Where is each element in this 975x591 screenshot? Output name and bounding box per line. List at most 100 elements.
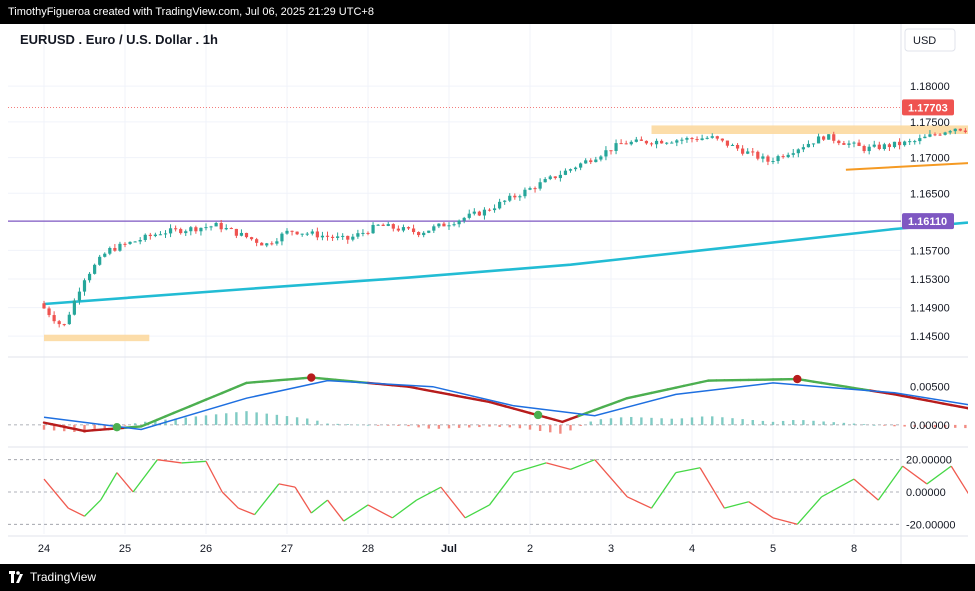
currency-button[interactable]: [904, 28, 956, 52]
candle-body: [143, 234, 147, 241]
candle-body: [234, 228, 238, 236]
macd-line-segment: [836, 384, 848, 388]
candle-body: [842, 143, 846, 145]
candle-body: [609, 150, 613, 152]
candle-body: [270, 243, 274, 245]
macd-histogram-bar: [619, 417, 623, 425]
candle-body: [179, 229, 183, 234]
macd-line-segment: [334, 378, 345, 382]
candle-body: [447, 225, 451, 227]
macd-line-segment: [277, 378, 289, 382]
oscillator-line-segment: [116, 472, 134, 493]
candle-body: [47, 308, 51, 316]
oscillator-line-segment: [594, 459, 628, 498]
candle-body: [209, 226, 213, 228]
oscillator-line-segment: [416, 486, 442, 501]
candle-body: [275, 241, 279, 244]
macd-histogram-bar: [933, 424, 937, 428]
trendline[interactable]: [845, 143, 975, 171]
candle-body: [963, 130, 967, 132]
oscillator-line-segment: [100, 472, 118, 501]
candle-body: [806, 143, 811, 148]
macd-line-segment: [139, 421, 151, 428]
macd-histogram-bar: [812, 420, 815, 425]
macd-line-segment: [828, 382, 839, 387]
price-axis[interactable]: 1.18000 1.17500 1.17000 1.16500 1.15700 1.153…: [902, 81, 956, 531]
oscillator-line-segment: [488, 472, 515, 506]
candle-body: [285, 230, 289, 234]
candle-body: [528, 188, 532, 190]
macd-line-segment: [941, 402, 953, 407]
macd-line-segment: [261, 379, 272, 383]
macd-line-segment: [480, 399, 491, 404]
candle-body: [477, 211, 481, 216]
macd-line-segment: [229, 385, 240, 391]
oscillator-line-segment: [570, 459, 596, 470]
candle-body: [77, 291, 82, 301]
macd-line-segment: [50, 423, 62, 428]
chart-title: EURUSD . Euro / U.S. Dollar . 1h: [20, 32, 218, 47]
macd-line-segment: [245, 381, 256, 385]
price-tick-label: 1.15700: [910, 245, 950, 257]
candle-body: [563, 170, 568, 175]
candle-body: [913, 141, 917, 143]
current-price-label: 1.17703: [908, 102, 948, 114]
macd-line-segment: [212, 391, 224, 398]
macd-line-segment: [455, 394, 467, 399]
candle-body: [654, 140, 659, 145]
oscillator-line-segment: [132, 459, 158, 493]
macd-histogram-bar: [275, 414, 279, 425]
macd-histogram-bar: [903, 424, 906, 427]
macd-line-segment: [512, 407, 524, 413]
macd-line-segment: [950, 403, 961, 408]
macd-histogram-bar: [93, 424, 96, 431]
macd-histogram-bar: [923, 424, 927, 428]
candle-body: [280, 233, 284, 242]
chart-canvas[interactable]: 1.18000 1.17500 1.17000 1.16500 1.15700 1.153…: [8, 24, 975, 564]
candle-body: [82, 280, 87, 292]
chart-frame[interactable]: 1.18000 1.17500 1.17000 1.16500 1.15700 1.153…: [8, 24, 975, 564]
macd-line-segment: [820, 381, 831, 386]
candle-body: [847, 143, 851, 145]
candle-body: [290, 230, 294, 232]
candle-body: [249, 237, 254, 240]
macd-histogram-bar: [204, 415, 208, 425]
moving-average-line: [43, 220, 975, 306]
macd-line-segment: [293, 377, 305, 381]
candle-body: [123, 243, 127, 245]
macd-histogram-bar: [316, 420, 319, 425]
macd-line-segment: [634, 393, 645, 398]
candle-body: [148, 234, 152, 237]
oscillator-line-segment: [181, 460, 207, 464]
candle-body: [138, 240, 142, 242]
macd-histogram-bar: [52, 424, 56, 431]
time-tick-label: 25: [119, 543, 131, 555]
candle-body: [513, 195, 517, 198]
macd-line-segment: [318, 377, 329, 381]
candle-body: [417, 232, 421, 236]
time-axis[interactable]: 24 25 26 27 28 Jul 2 3 4 5 8: [38, 543, 857, 555]
oscillator-line-segment: [853, 478, 879, 501]
macd-histogram-bar: [508, 424, 511, 428]
candle-body: [204, 227, 208, 229]
macd-histogram-bar: [721, 417, 724, 425]
candle-body: [801, 147, 805, 150]
oscillator-line-segment: [157, 459, 182, 464]
candle-body: [832, 134, 836, 141]
macd-line-segment: [164, 411, 175, 418]
candle-body: [705, 137, 709, 139]
macd-histogram-bar: [194, 416, 198, 425]
macd-line-segment: [439, 391, 451, 396]
candle-body: [214, 223, 218, 227]
macd-line-segment: [909, 396, 920, 401]
oscillator-line-segment: [278, 483, 296, 488]
candle-body: [406, 227, 411, 229]
candle-body: [361, 232, 365, 234]
macd-histogram-bar: [468, 424, 471, 428]
macd-histogram-bar: [225, 413, 228, 425]
macd-line-segment: [650, 389, 661, 395]
macd-line-segment: [626, 395, 637, 400]
oscillator-line-segment: [367, 504, 393, 519]
tradingview-logo-icon: [9, 571, 23, 583]
macd-line-segment: [196, 398, 208, 405]
